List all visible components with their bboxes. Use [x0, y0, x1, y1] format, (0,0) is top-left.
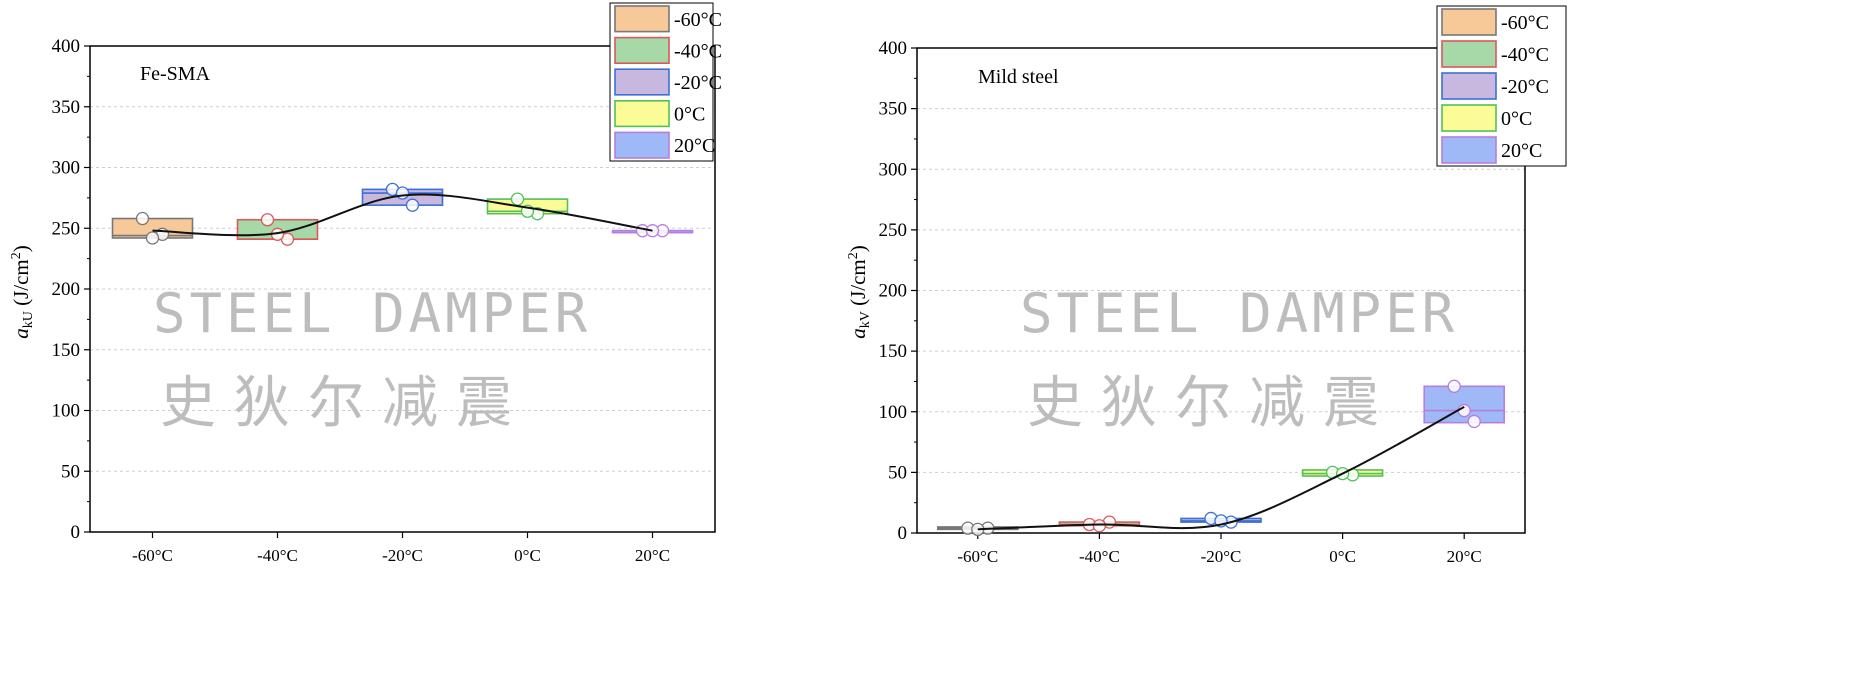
- panel-2-legend-swatch-4: [1441, 104, 1497, 132]
- panel-1-xtick-label: 20°C: [635, 546, 670, 565]
- panel-1-legend-swatch-4: [614, 100, 670, 128]
- panel-1-ytick-label: 100: [52, 401, 81, 422]
- panel-2-ytick-label: 200: [879, 281, 908, 302]
- panel-1-legend-label-1: -60°C: [674, 9, 722, 31]
- panel-1-data-point: [135, 211, 150, 226]
- panel-2-ylabel-part: a: [846, 328, 870, 339]
- panel-1-xtick-label: 0°C: [514, 546, 541, 565]
- panel-1-ylabel-part: kU: [21, 311, 36, 328]
- panel-2-ytick-label: 250: [879, 220, 908, 241]
- panel-1-ytick-label: 200: [52, 279, 81, 300]
- panel-2-xtick-label: 20°C: [1447, 547, 1482, 566]
- panel-1-data-point: [405, 198, 420, 212]
- panel-2-legend-swatch-5: [1441, 136, 1497, 164]
- panel-1-xtick-label: -20°C: [382, 546, 423, 565]
- panel-2-ylabel-part: kV: [858, 311, 873, 328]
- panel-2-trend-line: [977, 406, 1465, 531]
- panel-1-ylabel: akU (J/cm2): [9, 245, 36, 339]
- panel-2-data-point: [1467, 414, 1481, 429]
- panel-2-chart: 0 50 100 150 200 250 300 350 400 -60°C -40°C -20°C 0…: [846, 5, 1567, 566]
- panel-2-legend-label-1: -60°C: [1501, 12, 1549, 34]
- panel-1-legend-label-4: 0°C: [674, 104, 705, 126]
- panel-1-ylabel-part: 2: [9, 252, 24, 259]
- panel-1-legend-label-5: 20°C: [674, 135, 715, 157]
- panel-2-ytick-label: 400: [879, 38, 908, 59]
- panel-1-data-point: [510, 192, 525, 206]
- panel-1-legend-swatch-5: [614, 131, 670, 159]
- panel-1-annotation: Fe-SMA: [140, 63, 211, 85]
- panel-2-legend-swatch-2: [1441, 40, 1497, 68]
- panel-1-ylabel-part: a: [9, 328, 33, 339]
- panel-1-legend-label-3: -20°C: [674, 72, 722, 94]
- panel-2-ytick-label: 350: [879, 99, 908, 120]
- panel-1-legend-swatch-3: [614, 68, 670, 96]
- panel-2-ytick-label: 50: [888, 462, 907, 483]
- panel-2-xtick-label: -20°C: [1201, 547, 1242, 566]
- panel-1-data-point: [395, 186, 410, 200]
- panel-1-ytick-label: 250: [52, 218, 81, 239]
- panel-2-legend-label-2: -40°C: [1501, 44, 1549, 66]
- panel-1-chart: 0 50 100 150 200 250 300 350 400 -60°C -40°C -20°C 0…: [9, 2, 722, 565]
- panel-1-data-point: [145, 231, 160, 245]
- panel-2-xtick-label: -60°C: [957, 547, 998, 566]
- panel-2-data-point: [1092, 519, 1107, 533]
- panel-2-ytick-label: 0: [898, 523, 908, 544]
- panel-1-ytick-label: 300: [52, 158, 81, 179]
- panel-2-ytick-label: 300: [879, 159, 908, 180]
- panel-2-data-point: [1457, 403, 1471, 418]
- panel-2-annotation: Mild steel: [978, 66, 1059, 88]
- panel-2-ytick-label: 150: [879, 341, 908, 362]
- panel-2-xtick-label: 0°C: [1329, 547, 1356, 566]
- panel-1-xtick-label: -40°C: [257, 546, 298, 565]
- panel-2-xtick-label: -40°C: [1079, 547, 1120, 566]
- panel-2-ylabel-part: 2: [846, 252, 861, 259]
- panel-1-data-point: [260, 213, 275, 227]
- panel-2-legend-label-3: -20°C: [1501, 76, 1549, 98]
- panel-1-legend-label-2: -40°C: [674, 40, 722, 62]
- panel-1-xtick-label: -60°C: [132, 546, 173, 565]
- panel-1-ytick-label: 400: [52, 36, 81, 57]
- panel-1-ytick-label: 0: [71, 522, 81, 543]
- panel-2-ylabel: akV (J/cm2): [846, 245, 873, 339]
- panel-1-ylabel-part: ): [9, 245, 33, 252]
- panel-2-legend-swatch-1: [1441, 8, 1497, 36]
- panel-2-ytick-label: 100: [879, 402, 908, 423]
- panel-1-legend-swatch-2: [614, 36, 670, 64]
- panel-1-legend-swatch-1: [614, 5, 670, 33]
- panel-2-data-point: [1447, 379, 1461, 393]
- panel-2-ylabel-part: ): [846, 245, 870, 252]
- panel-2-legend-swatch-3: [1441, 72, 1497, 100]
- panel-1-ylabel-part: (J/cm: [9, 259, 33, 311]
- panel-1-trend-line: [152, 193, 653, 237]
- panel-2-ylabel-part: (J/cm: [846, 259, 870, 311]
- panel-1-ytick-label: 350: [52, 97, 81, 118]
- panel-2-legend-label-4: 0°C: [1501, 108, 1532, 130]
- panel-1-ytick-label: 50: [61, 461, 80, 482]
- panel-2-legend-label-5: 20°C: [1501, 140, 1542, 162]
- panel-1-ytick-label: 150: [52, 340, 81, 361]
